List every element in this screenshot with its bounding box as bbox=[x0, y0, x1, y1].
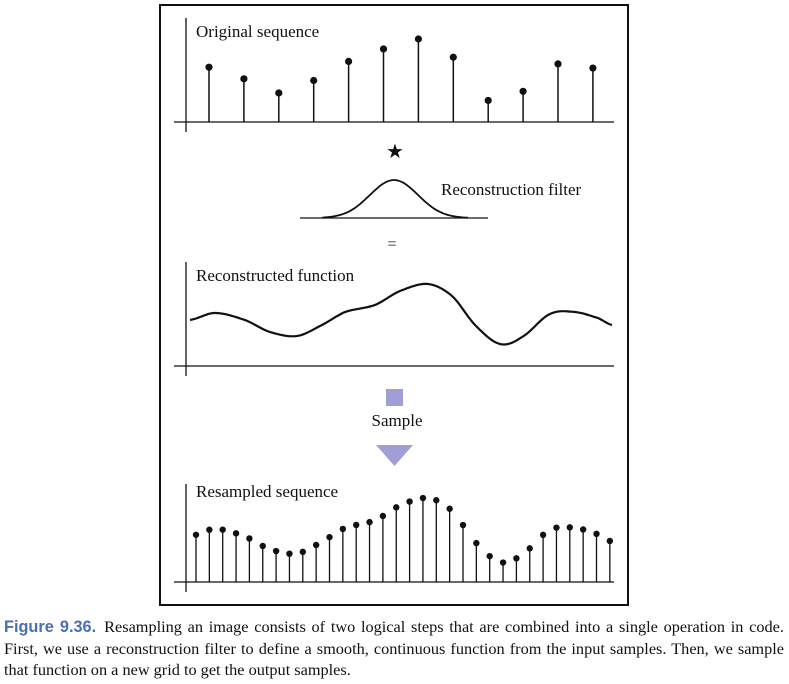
resampled-sample-dot bbox=[393, 504, 399, 510]
resampled-sample-dot bbox=[406, 498, 412, 504]
original-sample-dot bbox=[485, 97, 492, 104]
convolve-symbol: ★ bbox=[386, 141, 404, 163]
equals-symbol: = bbox=[387, 236, 396, 253]
panel-reconstructed-function: Reconstructed function bbox=[174, 262, 614, 376]
figure-diagram: Original sequence ★ Reconstruction filte… bbox=[0, 0, 789, 612]
original-sample-dot bbox=[380, 45, 387, 52]
resampled-sample-dot bbox=[286, 550, 292, 556]
panel-original-sequence: Original sequence bbox=[174, 18, 614, 132]
original-sample-dot bbox=[589, 64, 596, 71]
resampled-sample-dot bbox=[513, 555, 519, 561]
resampled-sample-dot bbox=[353, 522, 359, 528]
original-sample-dot bbox=[520, 88, 527, 95]
resampled-sample-dot bbox=[553, 524, 559, 530]
original-sample-dot bbox=[205, 64, 212, 71]
original-sample-dot bbox=[345, 58, 352, 65]
resampled-sample-dot bbox=[473, 540, 479, 546]
resampled-sample-dot bbox=[340, 526, 346, 532]
resampled-sample-dot bbox=[593, 531, 599, 537]
resampled-sample-dot bbox=[446, 506, 452, 512]
resampled-sequence-label: Resampled sequence bbox=[196, 482, 338, 501]
panel-resampled-sequence: Resampled sequence bbox=[174, 482, 614, 592]
resampled-sample-dot bbox=[273, 548, 279, 554]
resampled-sample-dot bbox=[607, 538, 613, 544]
resampled-sample-dot bbox=[487, 553, 493, 559]
sample-label: Sample bbox=[372, 411, 423, 430]
resampled-sample-dot bbox=[380, 513, 386, 519]
caption-label: Figure 9.36. bbox=[4, 618, 96, 636]
resampled-sample-dot bbox=[540, 532, 546, 538]
sample-arrow-shaft bbox=[386, 389, 403, 406]
resampled-sample-dot bbox=[300, 549, 306, 555]
original-sequence-label: Original sequence bbox=[196, 22, 319, 41]
resampled-sample-dot bbox=[527, 545, 533, 551]
panel-reconstruction-filter: Reconstruction filter bbox=[300, 180, 582, 218]
resampled-sample-dot bbox=[260, 543, 266, 549]
reconstruction-filter-label: Reconstruction filter bbox=[441, 180, 582, 199]
original-sample-dot bbox=[554, 60, 561, 67]
resampled-sample-dot bbox=[500, 559, 506, 565]
resampled-sample-dot bbox=[420, 495, 426, 501]
reconstructed-function-label: Reconstructed function bbox=[196, 266, 355, 285]
original-sample-dot bbox=[310, 77, 317, 84]
resampled-sample-dot bbox=[366, 519, 372, 525]
resampled-sample-dot bbox=[193, 532, 199, 538]
resampled-sample-dot bbox=[567, 524, 573, 530]
sample-arrow-head bbox=[376, 445, 413, 466]
resampled-sample-dot bbox=[206, 527, 212, 533]
original-sample-dot bbox=[275, 89, 282, 96]
resampled-sample-dot bbox=[433, 497, 439, 503]
original-sample-dot bbox=[415, 35, 422, 42]
reconstructed-curve bbox=[190, 284, 612, 345]
original-sample-dot bbox=[450, 54, 457, 61]
resampled-sample-dot bbox=[233, 530, 239, 536]
resampled-sample-dot bbox=[246, 535, 252, 541]
original-stems bbox=[205, 35, 596, 122]
resampled-sample-dot bbox=[220, 526, 226, 532]
caption-text: Resampling an image consists of two logi… bbox=[4, 617, 784, 679]
resampled-sample-dot bbox=[460, 522, 466, 528]
resampled-sample-dot bbox=[580, 526, 586, 532]
original-sample-dot bbox=[240, 75, 247, 82]
resampled-sample-dot bbox=[326, 534, 332, 540]
sample-step: Sample bbox=[372, 389, 423, 466]
figure-caption: Figure 9.36. Resampling an image consists… bbox=[4, 616, 784, 680]
resampled-sample-dot bbox=[313, 542, 319, 548]
resampled-stems bbox=[193, 495, 613, 582]
